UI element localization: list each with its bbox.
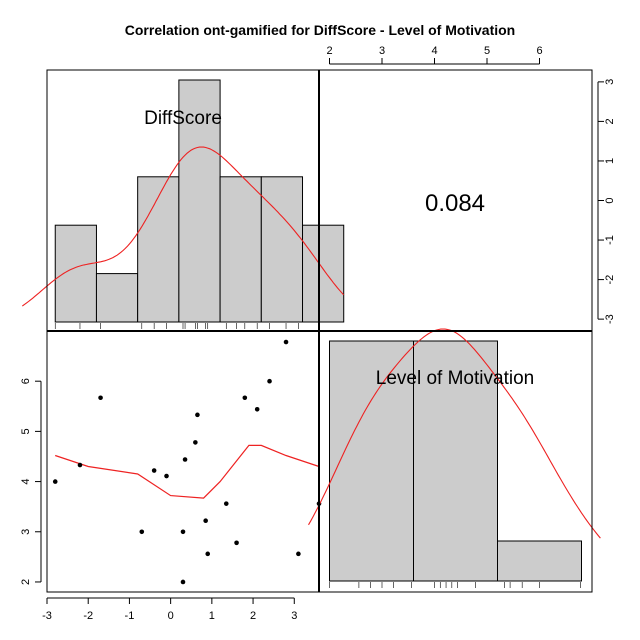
x-axis-top-label: 4 bbox=[431, 45, 437, 57]
diffscore-histogram-panel bbox=[21, 79, 345, 329]
scatter-point bbox=[254, 407, 260, 412]
x-axis-bottom-label: 2 bbox=[250, 610, 256, 622]
motivation-bar bbox=[413, 340, 498, 582]
y-axis-right-label: -3 bbox=[604, 314, 616, 324]
scatter-point bbox=[283, 339, 289, 345]
scatter-point bbox=[180, 529, 186, 535]
scatter-point bbox=[77, 462, 83, 468]
y-axis-right-label: 2 bbox=[604, 118, 616, 124]
diffscore-label: DiffScore bbox=[144, 108, 222, 129]
motivation-bar bbox=[497, 540, 582, 582]
axes: -3 -2 -1 0 1 2 3 2 3 4 5 6 2 3 4 5 6 -3 -2 -1 0 1 2 3 bbox=[20, 45, 616, 622]
diffscore-bar bbox=[137, 176, 180, 323]
y-axis-right-label: 0 bbox=[604, 197, 616, 203]
x-axis-top-label: 2 bbox=[326, 45, 332, 57]
x-axis-top-label: 6 bbox=[536, 45, 542, 57]
scatter-point bbox=[242, 395, 248, 401]
y-axis-left-label: 6 bbox=[20, 378, 32, 384]
y-axis-right-label: -2 bbox=[604, 275, 616, 285]
motivation-bar bbox=[329, 340, 414, 582]
diffscore-bar bbox=[54, 224, 97, 323]
correlation-panel: 0.084 bbox=[425, 190, 485, 217]
scatter-point bbox=[195, 412, 200, 418]
y-axis-left-label: 3 bbox=[20, 529, 32, 535]
diffscore-bar bbox=[219, 176, 262, 323]
motivation-histogram-panel bbox=[308, 328, 601, 588]
x-axis-top-label: 5 bbox=[484, 45, 490, 57]
scatter-smooth-line bbox=[55, 444, 320, 499]
scatter-point bbox=[52, 479, 58, 484]
y-axis-left-label: 4 bbox=[20, 479, 32, 485]
y-axis-right-label: -1 bbox=[604, 235, 616, 245]
scatter-point bbox=[203, 518, 208, 524]
scatter-point bbox=[267, 378, 272, 384]
y-axis-right-label: 1 bbox=[604, 158, 616, 164]
x-axis-bottom-label: 1 bbox=[209, 610, 215, 622]
x-axis-bottom-label: -3 bbox=[42, 610, 52, 622]
x-axis-bottom-label: -2 bbox=[83, 610, 93, 622]
correlation-value: 0.084 bbox=[425, 190, 485, 217]
scatter-panel bbox=[52, 339, 322, 585]
scatter-point bbox=[234, 540, 239, 546]
scatter-point bbox=[98, 395, 103, 401]
scatter-point bbox=[164, 473, 169, 479]
y-axis-right-label: 3 bbox=[604, 79, 616, 85]
diffscore-density-curve bbox=[21, 146, 345, 307]
scatter-point bbox=[139, 529, 145, 535]
x-axis-top-label: 3 bbox=[379, 45, 385, 57]
x-axis-bottom-label: -1 bbox=[125, 610, 135, 622]
y-axis-left-label: 2 bbox=[20, 579, 32, 585]
scatter-point bbox=[182, 457, 188, 462]
diffscore-bar bbox=[95, 273, 139, 323]
scatter-point bbox=[296, 551, 301, 557]
scatter-point bbox=[223, 501, 229, 506]
x-axis-bottom-label: 3 bbox=[291, 610, 297, 622]
panel-frames bbox=[46, 69, 593, 593]
scatter-point bbox=[180, 579, 186, 585]
motivation-label: Level of Motivation bbox=[376, 368, 534, 389]
scatter-point bbox=[193, 440, 198, 445]
diffscore-bar bbox=[302, 224, 345, 323]
y-axis-left-label: 5 bbox=[20, 428, 32, 434]
diffscore-bar bbox=[178, 79, 221, 323]
scatter-point bbox=[205, 551, 211, 557]
diffscore-bar bbox=[260, 176, 304, 323]
scatter-point bbox=[151, 468, 157, 473]
x-axis-bottom-label: 0 bbox=[168, 610, 174, 622]
chart-title: Correlation ont-gamified for DiffScore -… bbox=[125, 22, 515, 38]
